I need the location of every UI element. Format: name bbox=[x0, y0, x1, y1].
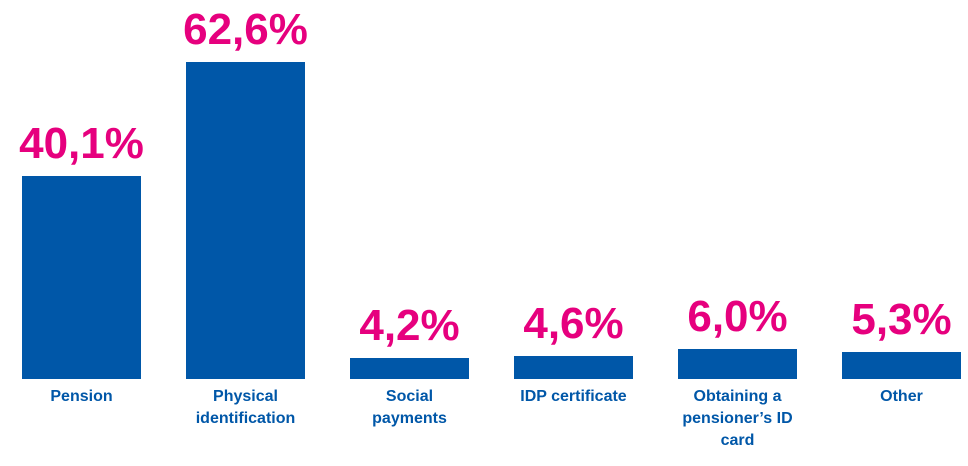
value-label: 5,3% bbox=[851, 295, 952, 345]
x-tick-label: Physical identification bbox=[195, 388, 296, 427]
bar bbox=[186, 62, 305, 379]
value-label: 4,2% bbox=[359, 300, 460, 350]
value-label: 62,6% bbox=[183, 5, 308, 54]
value-label: 40,1% bbox=[19, 118, 144, 168]
x-tick-label: Other bbox=[880, 388, 923, 405]
value-label: 4,6% bbox=[523, 298, 624, 348]
value-label: 6,0% bbox=[687, 291, 788, 341]
bar bbox=[350, 357, 469, 379]
bar bbox=[22, 175, 141, 379]
x-tick-label: Obtaining a pensioner’s ID card bbox=[682, 388, 793, 449]
bar bbox=[842, 352, 961, 379]
x-tick-label: IDP certificate bbox=[520, 388, 627, 405]
x-tick-label: Social payments bbox=[372, 388, 447, 427]
x-tick-label: Pension bbox=[50, 388, 113, 405]
bar bbox=[514, 355, 633, 379]
bar bbox=[678, 348, 797, 379]
